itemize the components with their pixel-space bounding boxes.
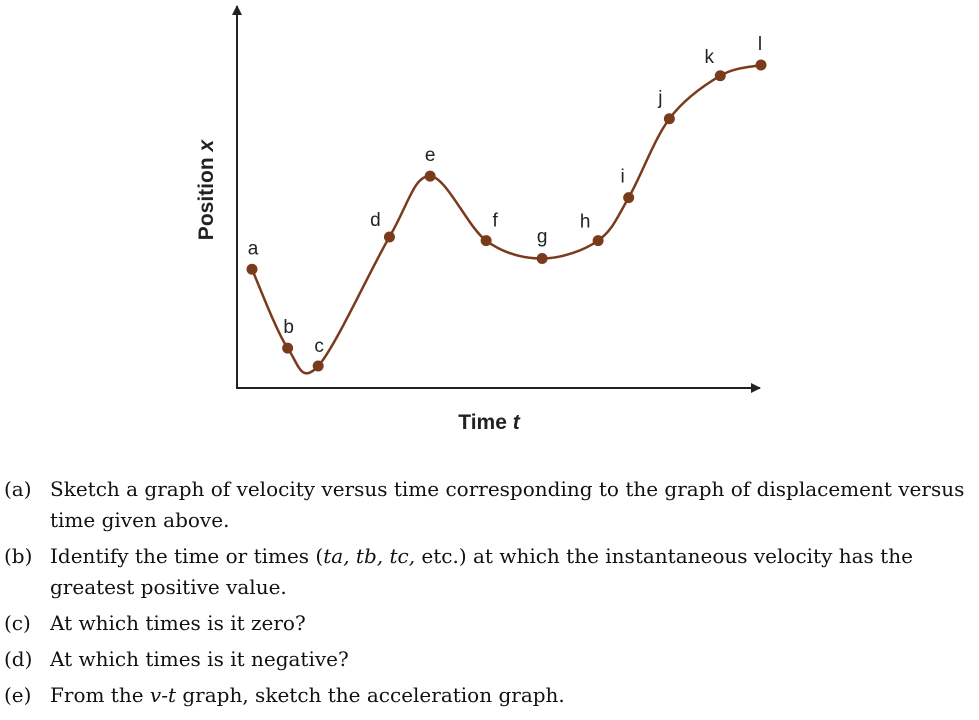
point-label-e: e [425, 145, 436, 166]
data-point-k [714, 70, 726, 82]
question-a: (a) Sketch a graph of velocity versus ti… [4, 474, 976, 536]
point-label-g: g [537, 227, 548, 248]
data-point-j [663, 113, 675, 125]
question-b: (b) Identify the time or times (ta, tb, … [4, 541, 976, 603]
question-text-post: graph, sketch the acceleration graph. [176, 683, 565, 707]
question-c: (c) At which times is it zero? [4, 608, 976, 639]
data-points: a bc d e f g h i j k l [246, 34, 767, 372]
data-point-i [623, 192, 635, 204]
data-point-a [246, 263, 258, 275]
question-text-pre: Identify the time or times ( [50, 544, 324, 568]
question-text: At which times is it negative? [50, 647, 349, 671]
point-label-c: c [314, 336, 324, 357]
question-list: (a) Sketch a graph of velocity versus ti… [4, 474, 976, 716]
question-tag: (b) [4, 544, 33, 568]
data-point-e [424, 170, 436, 182]
data-point-h [592, 235, 604, 247]
question-tag: (e) [4, 683, 32, 707]
point-label-i: i [621, 167, 625, 188]
point-label-h: h [580, 212, 591, 233]
question-text-post: etc.) at which the instantaneous velocit… [50, 544, 913, 599]
x-axis-title: Time t [458, 411, 520, 434]
point-label-f: f [492, 211, 498, 232]
y-axis-title: Position x [195, 139, 218, 241]
question-d: (d) At which times is it negative? [4, 644, 976, 675]
position-time-chart: Position x Time t a bc d e f g h i j k l [195, 5, 767, 434]
time-variables: ta, tb, tc, [323, 544, 416, 568]
point-label-d: d [370, 210, 381, 231]
data-point-b [282, 342, 294, 354]
question-text: Sketch a graph of velocity versus time c… [50, 477, 965, 532]
question-tag: (a) [4, 477, 32, 501]
data-point-c [312, 360, 324, 372]
question-tag: (d) [4, 647, 33, 671]
question-e: (e) From the v-t graph, sketch the accel… [4, 680, 976, 711]
point-label-b: b [283, 317, 294, 338]
point-label-a: a [248, 238, 259, 259]
data-point-d [383, 231, 395, 243]
data-point-f [480, 235, 492, 247]
question-tag: (c) [4, 611, 31, 635]
point-label-k: k [705, 47, 715, 68]
point-label-l: l [758, 34, 762, 55]
position-curve [250, 63, 762, 375]
question-text: At which times is it zero? [50, 611, 306, 635]
vt-variable: v-t [149, 683, 177, 707]
data-point-l [755, 59, 767, 71]
question-text-pre: From the [50, 683, 150, 707]
point-label-j: j [657, 88, 662, 109]
data-point-g [536, 253, 548, 264]
